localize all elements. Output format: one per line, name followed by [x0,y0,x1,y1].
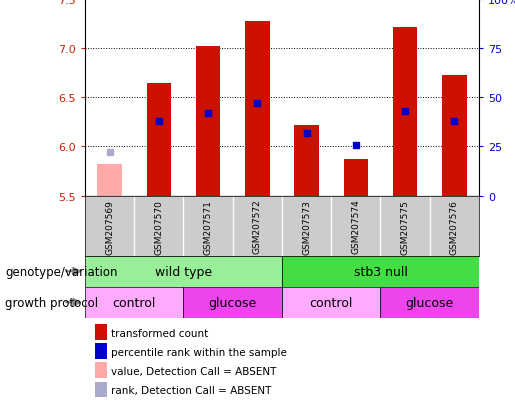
Text: value, Detection Call = ABSENT: value, Detection Call = ABSENT [111,366,276,376]
Text: GSM207576: GSM207576 [450,199,459,254]
Bar [245,21,270,196]
Bar [85,256,282,287]
Bar [282,287,381,318]
Text: percentile rank within the sample: percentile rank within the sample [111,347,287,357]
Bar [344,160,368,196]
Bar [85,287,183,318]
Bar [183,287,282,318]
Bar [147,83,171,196]
Text: glucose: glucose [209,296,257,309]
Bar [97,165,122,196]
Text: stb3 null: stb3 null [353,265,407,278]
Text: growth protocol: growth protocol [5,296,98,309]
Text: transformed count: transformed count [111,328,208,338]
Text: wild type: wild type [155,265,212,278]
Text: GSM207572: GSM207572 [253,199,262,254]
Bar [381,287,479,318]
Text: GSM207575: GSM207575 [401,199,409,254]
Bar [196,47,220,196]
Bar [442,76,467,196]
Bar [393,27,417,196]
Text: rank, Detection Call = ABSENT: rank, Detection Call = ABSENT [111,385,271,395]
Text: glucose: glucose [406,296,454,309]
Bar [282,256,479,287]
Text: GSM207574: GSM207574 [351,199,360,254]
Text: control: control [310,296,353,309]
Text: GSM207573: GSM207573 [302,199,311,254]
Text: GSM207569: GSM207569 [105,199,114,254]
Text: GSM207571: GSM207571 [203,199,213,254]
Text: control: control [113,296,156,309]
Text: GSM207570: GSM207570 [154,199,163,254]
Bar [294,126,319,196]
Text: genotype/variation: genotype/variation [5,265,117,278]
